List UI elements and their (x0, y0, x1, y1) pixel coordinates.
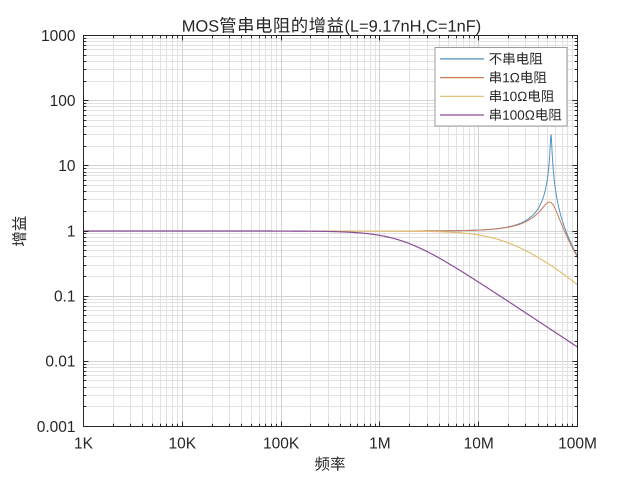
svg-text:1: 1 (67, 223, 76, 240)
svg-text:100M: 100M (558, 435, 597, 452)
svg-text:1000: 1000 (41, 28, 76, 45)
svg-text:1K: 1K (74, 435, 94, 452)
svg-text:100K: 100K (263, 435, 300, 452)
svg-text:0.1: 0.1 (54, 289, 76, 306)
svg-text:10K: 10K (169, 435, 197, 452)
svg-text:0.001: 0.001 (37, 419, 76, 436)
svg-text:1M: 1M (369, 435, 391, 452)
svg-text:0.01: 0.01 (45, 354, 75, 371)
svg-text:10M: 10M (464, 435, 494, 452)
svg-text:10: 10 (58, 158, 76, 175)
svg-text:100: 100 (50, 93, 76, 110)
